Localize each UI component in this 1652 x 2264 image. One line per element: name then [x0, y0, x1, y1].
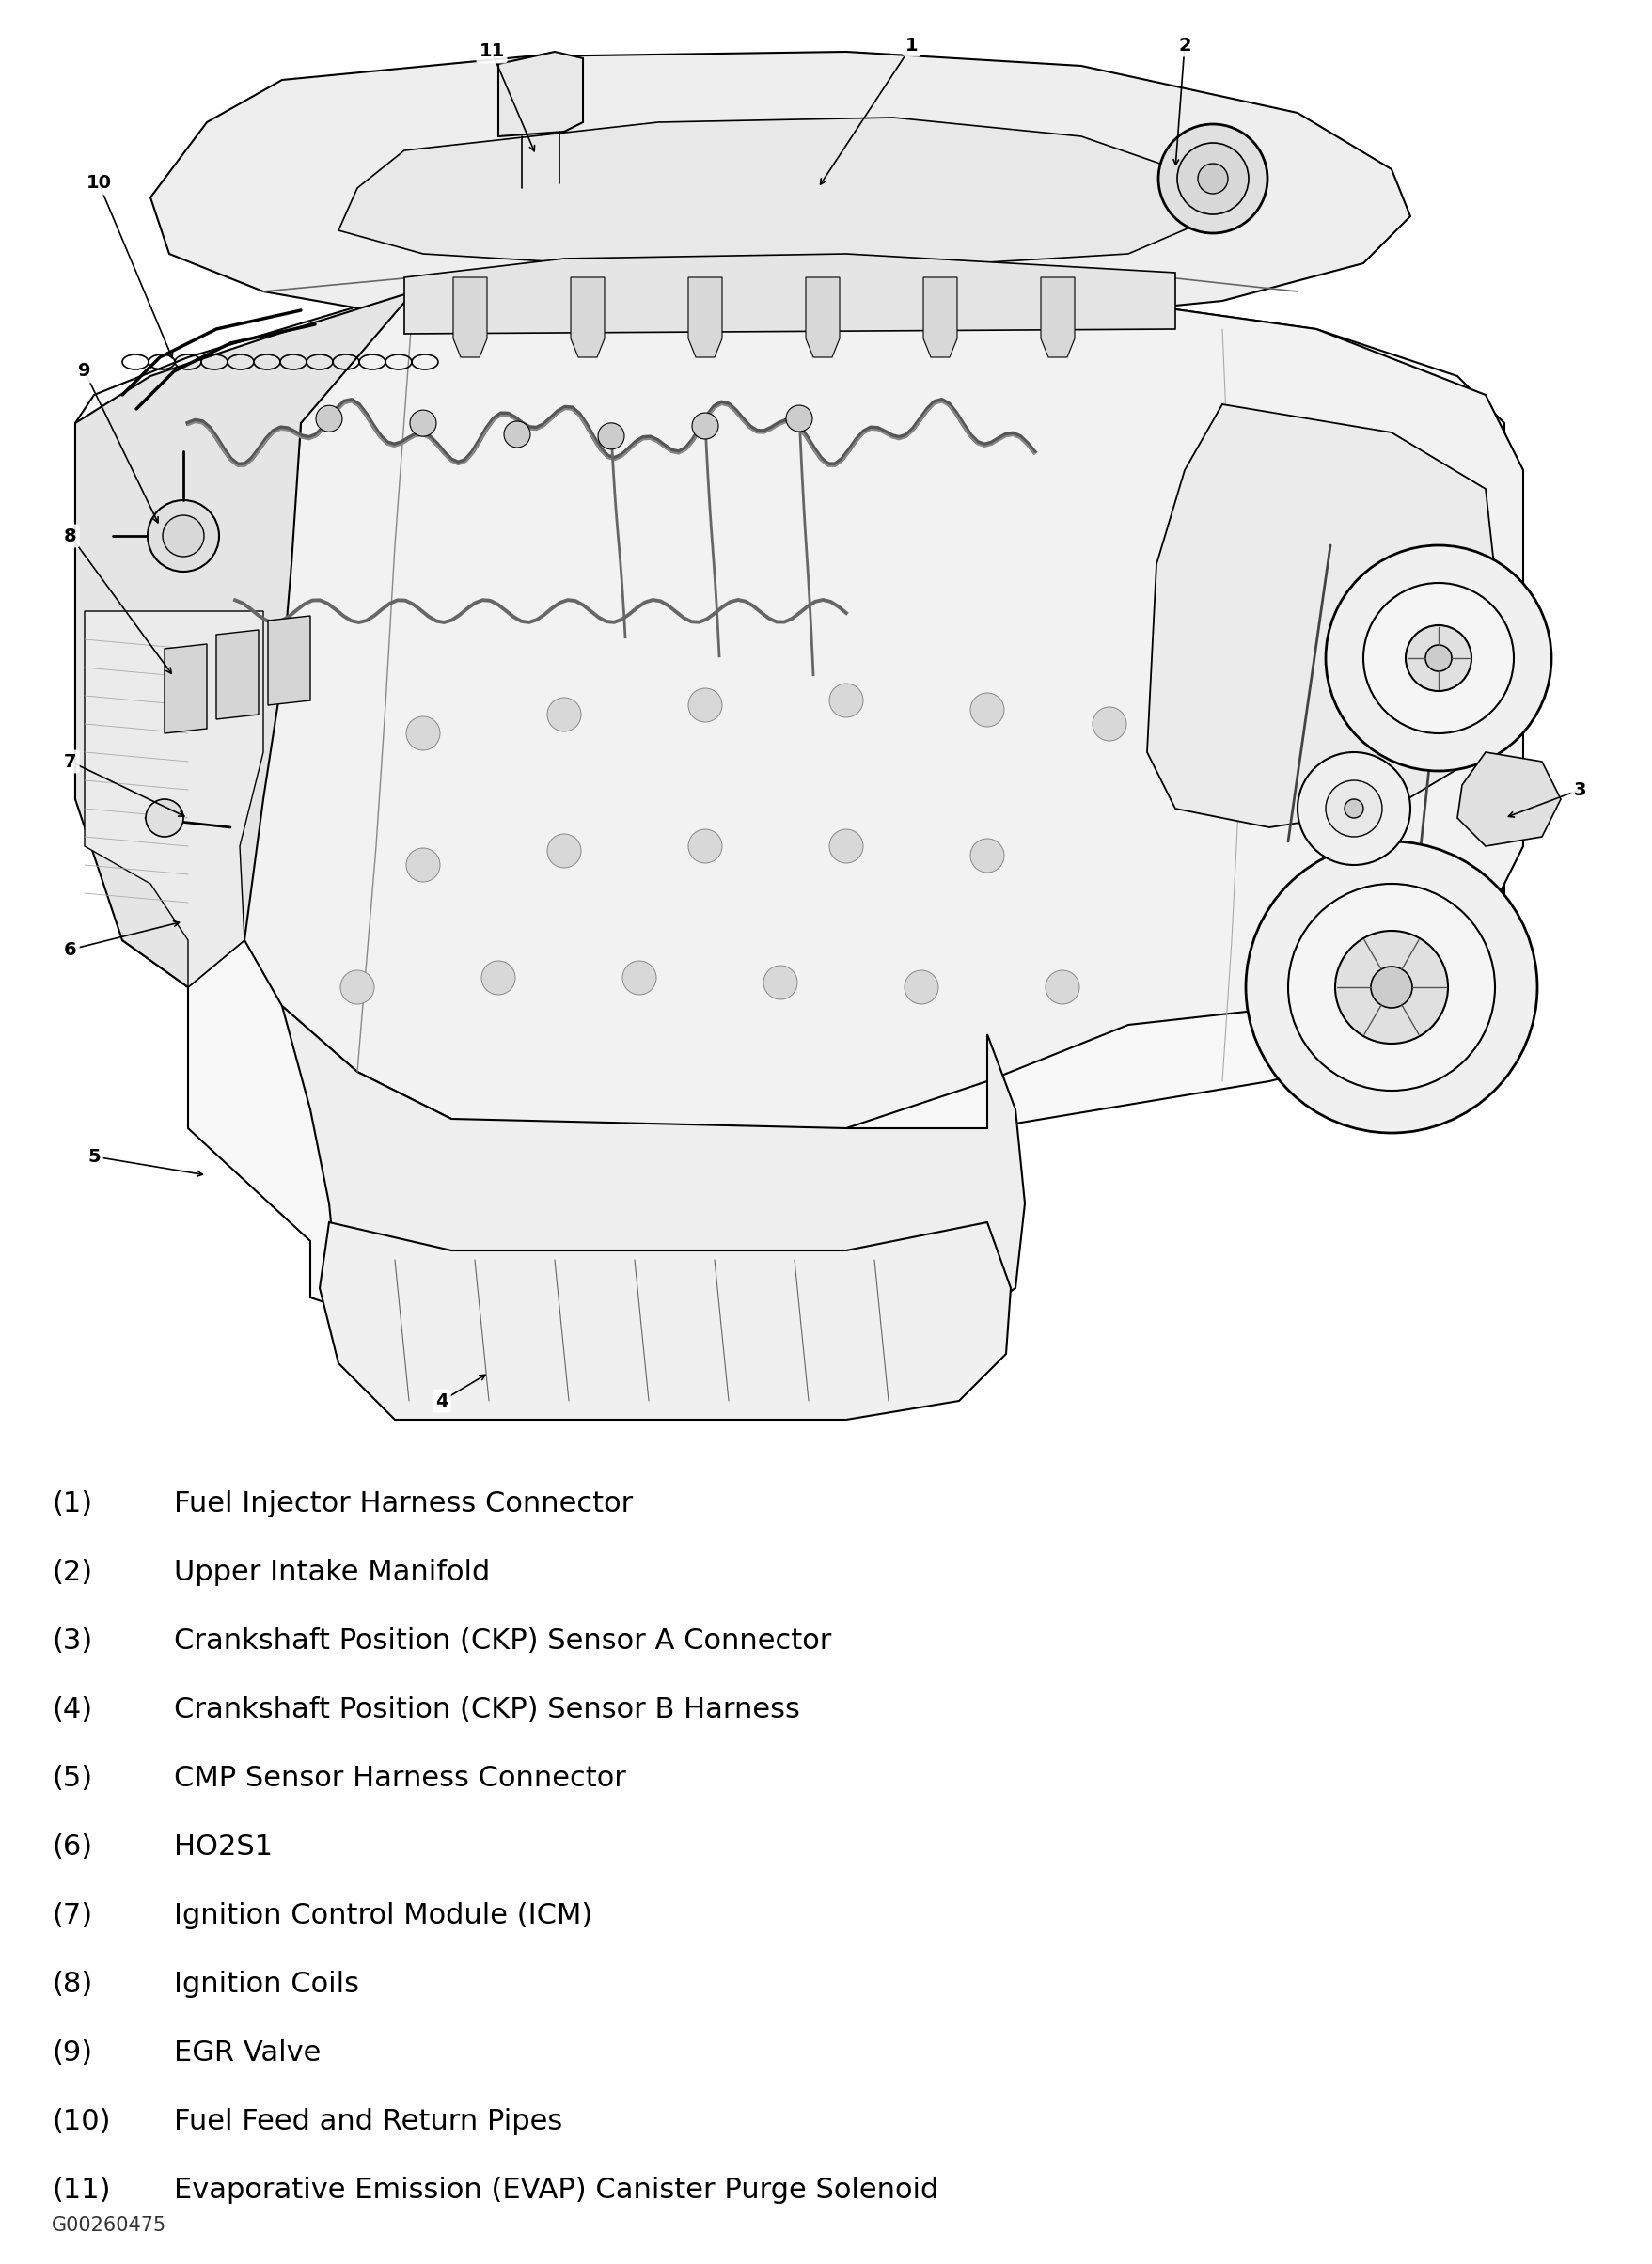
Text: 7: 7	[64, 752, 78, 770]
Ellipse shape	[1287, 883, 1493, 1091]
Polygon shape	[339, 118, 1203, 267]
Ellipse shape	[547, 833, 582, 867]
Text: 9: 9	[78, 362, 91, 380]
Ellipse shape	[1343, 799, 1363, 817]
Text: (2): (2)	[51, 1560, 93, 1587]
Ellipse shape	[829, 829, 862, 863]
Text: 2: 2	[1178, 36, 1191, 54]
Text: Ignition Coils: Ignition Coils	[173, 1970, 358, 1997]
Polygon shape	[570, 278, 605, 358]
Ellipse shape	[1297, 752, 1409, 865]
Text: 10: 10	[86, 174, 111, 192]
Polygon shape	[687, 278, 722, 358]
Text: (3): (3)	[51, 1628, 93, 1655]
Text: 1: 1	[905, 36, 919, 54]
Polygon shape	[1041, 278, 1074, 358]
Text: Crankshaft Position (CKP) Sensor A Connector: Crankshaft Position (CKP) Sensor A Conne…	[173, 1628, 831, 1655]
Polygon shape	[319, 1223, 1009, 1420]
Ellipse shape	[598, 423, 624, 448]
Polygon shape	[84, 611, 263, 987]
Text: (6): (6)	[51, 1834, 93, 1861]
Polygon shape	[76, 292, 413, 987]
Text: Fuel Feed and Return Pipes: Fuel Feed and Return Pipes	[173, 2108, 562, 2135]
Ellipse shape	[623, 960, 656, 994]
Text: EGR Valve: EGR Valve	[173, 2040, 320, 2067]
Ellipse shape	[692, 412, 719, 439]
Text: (7): (7)	[51, 1902, 93, 1929]
Text: 5: 5	[88, 1148, 101, 1166]
Text: 6: 6	[64, 940, 78, 958]
Ellipse shape	[481, 960, 515, 994]
Polygon shape	[497, 52, 583, 136]
Text: G00260475: G00260475	[51, 2216, 167, 2235]
Text: HO2S1: HO2S1	[173, 1834, 273, 1861]
Polygon shape	[76, 263, 1503, 1345]
Polygon shape	[1146, 405, 1503, 826]
Text: Fuel Injector Harness Connector: Fuel Injector Harness Connector	[173, 1490, 633, 1517]
Ellipse shape	[1363, 582, 1513, 734]
Ellipse shape	[1158, 125, 1267, 233]
Ellipse shape	[1325, 546, 1551, 772]
Ellipse shape	[970, 693, 1004, 727]
Ellipse shape	[1092, 706, 1125, 740]
Ellipse shape	[687, 688, 722, 722]
Ellipse shape	[1246, 842, 1536, 1132]
Ellipse shape	[904, 971, 938, 1005]
Polygon shape	[1457, 752, 1559, 847]
Text: (10): (10)	[51, 2108, 111, 2135]
Ellipse shape	[1325, 781, 1381, 838]
Ellipse shape	[786, 405, 811, 432]
Ellipse shape	[504, 421, 530, 448]
Polygon shape	[923, 278, 957, 358]
Text: 11: 11	[479, 43, 504, 61]
Polygon shape	[805, 278, 839, 358]
Text: Crankshaft Position (CKP) Sensor B Harness: Crankshaft Position (CKP) Sensor B Harne…	[173, 1696, 800, 1723]
Ellipse shape	[1404, 625, 1470, 691]
Polygon shape	[282, 1005, 1024, 1345]
Text: 4: 4	[434, 1392, 448, 1410]
Text: (1): (1)	[51, 1490, 93, 1517]
Ellipse shape	[547, 697, 582, 731]
Text: (4): (4)	[51, 1696, 93, 1723]
Text: 8: 8	[64, 528, 78, 546]
Ellipse shape	[1046, 971, 1079, 1005]
Ellipse shape	[340, 971, 373, 1005]
Text: (9): (9)	[51, 2040, 93, 2067]
Ellipse shape	[1335, 931, 1447, 1044]
Ellipse shape	[1370, 967, 1411, 1007]
Ellipse shape	[162, 516, 203, 557]
Ellipse shape	[1198, 163, 1227, 195]
Text: (11): (11)	[51, 2176, 111, 2203]
Polygon shape	[150, 52, 1409, 333]
Polygon shape	[216, 629, 258, 720]
Polygon shape	[268, 616, 311, 704]
Text: CMP Sensor Harness Connector: CMP Sensor Harness Connector	[173, 1764, 626, 1793]
Ellipse shape	[1424, 645, 1450, 672]
Ellipse shape	[316, 405, 342, 432]
Ellipse shape	[147, 500, 220, 571]
Text: 3: 3	[1573, 781, 1584, 799]
Text: Evaporative Emission (EVAP) Canister Purge Solenoid: Evaporative Emission (EVAP) Canister Pur…	[173, 2176, 938, 2203]
Text: (5): (5)	[51, 1764, 93, 1793]
Ellipse shape	[406, 849, 439, 883]
Ellipse shape	[1176, 143, 1247, 215]
Polygon shape	[405, 254, 1175, 333]
Polygon shape	[453, 278, 487, 358]
Ellipse shape	[406, 715, 439, 749]
Ellipse shape	[763, 964, 796, 998]
Ellipse shape	[970, 838, 1004, 872]
Polygon shape	[165, 643, 206, 734]
Text: (8): (8)	[51, 1970, 93, 1997]
Text: Upper Intake Manifold: Upper Intake Manifold	[173, 1560, 491, 1587]
Ellipse shape	[410, 410, 436, 437]
Polygon shape	[1184, 498, 1485, 704]
Ellipse shape	[829, 684, 862, 718]
Text: Ignition Control Module (ICM): Ignition Control Module (ICM)	[173, 1902, 593, 1929]
Ellipse shape	[687, 829, 722, 863]
Ellipse shape	[145, 799, 183, 838]
Polygon shape	[240, 263, 1523, 1157]
